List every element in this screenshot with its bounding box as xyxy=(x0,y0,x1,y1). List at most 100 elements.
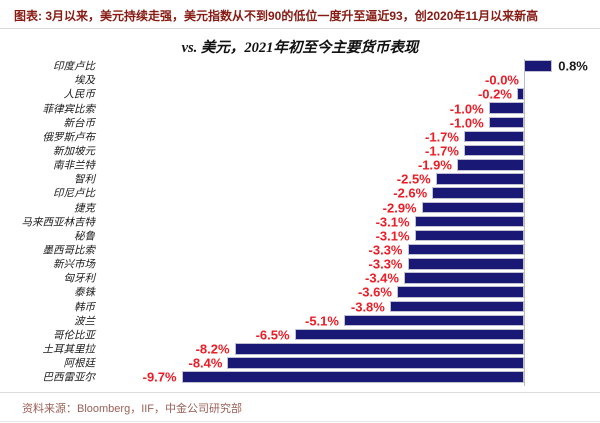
category-label: 菲律宾比索 xyxy=(42,104,96,115)
category-label: 秘鲁 xyxy=(74,231,95,243)
category-label: 南非兰特 xyxy=(53,160,95,172)
value-label: -2.9% xyxy=(382,200,417,216)
bar xyxy=(488,102,524,114)
bar-row: 匈牙利 -3.4% xyxy=(0,271,600,285)
value-label: -8.2% xyxy=(195,341,230,357)
bar xyxy=(414,229,524,242)
bar-row: 马来西亚林吉特 -3.1% xyxy=(0,215,600,229)
bar xyxy=(414,215,524,228)
value-label: -2.5% xyxy=(396,171,431,187)
bar-row: 墨西哥比索 -3.3% xyxy=(0,243,600,257)
bar-row: 新台币 -1.0% xyxy=(0,116,600,130)
bar-row: 俄罗斯卢布 -1.7% xyxy=(0,130,600,144)
bar xyxy=(389,300,524,313)
bar-row: 菲律宾比索 -1.0% xyxy=(0,101,600,115)
value-label: -1.0% xyxy=(449,101,484,116)
value-label: -3.4% xyxy=(365,270,399,286)
bar xyxy=(396,286,524,298)
category-label: 韩币 xyxy=(74,302,95,314)
value-label: -3.1% xyxy=(375,228,410,244)
bar-row: 土耳其里拉 -8.2% xyxy=(0,342,600,356)
value-label: -3.6% xyxy=(357,284,392,300)
bar xyxy=(463,144,524,157)
source-note: 资料来源：Bloomberg，IIF，中金公司研究部 xyxy=(22,403,243,415)
category-label: 人民币 xyxy=(63,89,96,101)
category-label: 智利 xyxy=(74,174,95,186)
value-label: -0.2% xyxy=(477,86,512,102)
bar-row: 印度卢比 0.8% xyxy=(0,59,600,73)
value-label: -0.0% xyxy=(485,72,519,88)
bar-row: 秘鲁 -3.1% xyxy=(0,229,600,243)
value-label: -3.3% xyxy=(368,256,403,272)
value-label: -8.4% xyxy=(188,355,223,371)
bar xyxy=(435,173,524,185)
bar xyxy=(407,258,524,270)
bar xyxy=(488,116,524,129)
category-label: 俄罗斯卢布 xyxy=(42,132,96,144)
category-label: 马来西亚林吉特 xyxy=(21,217,96,229)
bar-row: 阿根廷 -8.4% xyxy=(0,356,600,370)
bar xyxy=(524,60,553,72)
category-label: 新加坡元 xyxy=(53,146,95,158)
bar xyxy=(181,371,524,383)
value-label: 0.8% xyxy=(558,58,588,74)
bar xyxy=(421,201,524,213)
value-label: -3.8% xyxy=(350,299,385,315)
bar xyxy=(456,159,524,171)
bar-row: 智利 -2.5% xyxy=(0,172,600,186)
bar xyxy=(432,187,524,199)
category-label: 哥伦比亚 xyxy=(53,330,95,342)
category-label: 新台币 xyxy=(63,118,96,130)
bar-row: 哥伦比亚 -6.5% xyxy=(0,328,600,342)
value-label: -1.0% xyxy=(449,115,484,131)
bar-row: 新加坡元 -1.7% xyxy=(0,144,600,158)
figure-caption: 图表: 3月以来，美元持续走强，美元指数从不到90的低位一度升至逼近93，创20… xyxy=(14,9,539,23)
bar xyxy=(403,272,524,284)
category-label: 新兴市场 xyxy=(53,259,95,271)
value-label: -1.7% xyxy=(425,129,459,145)
footer-divider xyxy=(0,392,600,393)
bar xyxy=(294,328,524,341)
bar xyxy=(234,343,524,355)
bar-row: 韩币 -3.8% xyxy=(0,300,600,314)
category-label: 波兰 xyxy=(74,316,95,328)
bar xyxy=(227,357,524,369)
bar xyxy=(343,314,524,327)
value-label: -5.1% xyxy=(305,313,339,329)
value-label: -1.7% xyxy=(425,143,459,159)
category-label: 印尼卢比 xyxy=(53,188,95,200)
category-label: 泰铢 xyxy=(74,287,95,299)
bar-row: 印尼卢比 -2.6% xyxy=(0,186,600,200)
bar-row: 新兴市场 -3.3% xyxy=(0,257,600,271)
value-label: -2.6% xyxy=(393,185,428,201)
category-label: 阿根廷 xyxy=(63,358,96,370)
bar-row: 南非兰特 -1.9% xyxy=(0,158,600,172)
bar-row: 波兰 -5.1% xyxy=(0,314,600,328)
bottom-divider xyxy=(0,421,600,422)
category-label: 墨西哥比索 xyxy=(42,245,96,257)
category-label: 匈牙利 xyxy=(63,273,96,285)
category-label: 巴西雷亚尔 xyxy=(42,372,96,384)
bar xyxy=(407,243,524,256)
caption-divider xyxy=(0,28,600,29)
value-label: -1.9% xyxy=(417,157,452,173)
category-label: 土耳其里拉 xyxy=(42,344,96,356)
category-label: 捷克 xyxy=(74,203,95,215)
value-label: -9.7% xyxy=(142,369,177,385)
bar-row: 人民币 -0.2% xyxy=(0,87,600,101)
bar xyxy=(516,88,524,100)
category-label: 埃及 xyxy=(74,75,95,87)
value-label: -3.3% xyxy=(368,242,403,258)
chart-title: vs. 美元，2021年初至今主要货币表现 xyxy=(181,40,419,56)
bar-row: 巴西雷亚尔 -9.7% xyxy=(0,370,600,384)
bar-row: 捷克 -2.9% xyxy=(0,201,600,215)
category-label: 印度卢比 xyxy=(53,61,95,73)
bar-row: 埃及 -0.0% xyxy=(0,73,600,87)
zero-axis-line xyxy=(524,59,525,386)
value-label: -6.5% xyxy=(255,327,290,343)
plot-area: 印度卢比 0.8% 埃及 -0.0% 人民币 -0.2% 菲律宾比索 -1.0% 新台币 -1.0… xyxy=(0,59,600,386)
bar-row: 泰铢 -3.6% xyxy=(0,285,600,299)
value-label: -3.1% xyxy=(375,214,410,230)
bar xyxy=(463,130,524,143)
